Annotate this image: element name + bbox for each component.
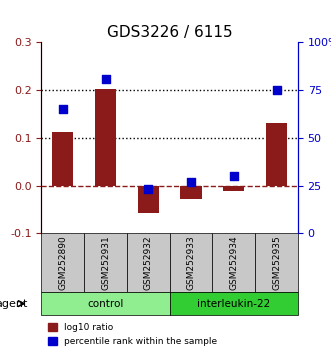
Bar [52, 132, 73, 185]
Bar [180, 185, 202, 199]
Title: GDS3226 / 6115: GDS3226 / 6115 [107, 25, 232, 40]
Point [274, 87, 279, 93]
Text: GSM252933: GSM252933 [186, 235, 196, 290]
FancyBboxPatch shape [84, 233, 127, 292]
Point [231, 173, 236, 179]
FancyBboxPatch shape [255, 233, 298, 292]
Bar [95, 89, 116, 185]
FancyBboxPatch shape [127, 233, 170, 292]
Point [188, 179, 194, 184]
Text: interleukin-22: interleukin-22 [197, 299, 270, 309]
FancyBboxPatch shape [213, 233, 255, 292]
Text: GSM252935: GSM252935 [272, 235, 281, 290]
FancyBboxPatch shape [170, 292, 298, 315]
Text: GSM252931: GSM252931 [101, 235, 110, 290]
Text: agent: agent [0, 299, 27, 309]
Text: GSM252934: GSM252934 [229, 235, 238, 290]
Text: control: control [87, 299, 124, 309]
Point [146, 187, 151, 192]
Point [60, 107, 66, 112]
Bar [223, 185, 245, 191]
Text: GSM252932: GSM252932 [144, 235, 153, 290]
Bar [266, 122, 287, 185]
FancyBboxPatch shape [41, 292, 170, 315]
FancyBboxPatch shape [41, 233, 84, 292]
Point [103, 76, 108, 81]
Bar [138, 185, 159, 213]
Legend: log10 ratio, percentile rank within the sample: log10 ratio, percentile rank within the … [44, 320, 221, 349]
Text: GSM252890: GSM252890 [58, 235, 67, 290]
FancyBboxPatch shape [170, 233, 213, 292]
